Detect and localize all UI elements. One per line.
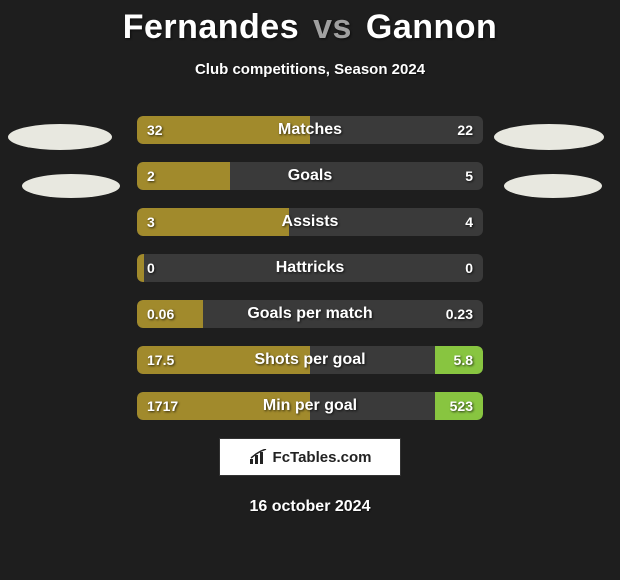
stat-label: Hattricks: [137, 254, 483, 282]
bar-fill-left: [137, 116, 310, 144]
stat-row: 34Assists: [137, 208, 483, 236]
bar-fill-left: [137, 208, 289, 236]
bar-fill-right: [435, 346, 483, 374]
team-badge-placeholder: [8, 124, 112, 150]
vs-text: vs: [313, 8, 352, 46]
fctables-logo: FcTables.com: [219, 438, 401, 476]
stat-row: 17.55.8Shots per goal: [137, 346, 483, 374]
player1-name: Fernandes: [123, 8, 299, 46]
stat-value-right: 0.23: [446, 300, 473, 328]
player2-name: Gannon: [366, 8, 497, 46]
chart-icon: [249, 449, 269, 465]
date-text: 16 october 2024: [0, 498, 620, 516]
bar-fill-left: [137, 162, 230, 190]
stat-row: 0 0Hattricks: [137, 254, 483, 282]
stat-value-right: 22: [457, 116, 473, 144]
team-badge-placeholder: [504, 174, 602, 198]
bar-fill-left: [137, 346, 310, 374]
team-badge-placeholder: [494, 124, 604, 150]
bar-fill-left: [137, 254, 144, 282]
stat-value-right: 5: [465, 162, 473, 190]
stat-value-left: 0: [147, 254, 155, 282]
team-badge-placeholder: [22, 174, 120, 198]
stat-row: 1717523Min per goal: [137, 392, 483, 420]
logo-text: FcTables.com: [273, 449, 372, 466]
stats-bars: 3222Matches 25Goals 34Assists 0 0Hattricks 0.…: [137, 116, 483, 420]
page-title: Fernandes vs Gannon: [0, 0, 620, 47]
bar-fill-right: [435, 392, 483, 420]
stat-row: 0.060.23Goals per match: [137, 300, 483, 328]
stat-value-right: 4: [465, 208, 473, 236]
stat-value-right: 0: [465, 254, 473, 282]
subtitle: Club competitions, Season 2024: [0, 61, 620, 78]
stat-row: 3222Matches: [137, 116, 483, 144]
bar-fill-left: [137, 392, 310, 420]
stat-row: 25Goals: [137, 162, 483, 190]
bar-fill-left: [137, 300, 203, 328]
